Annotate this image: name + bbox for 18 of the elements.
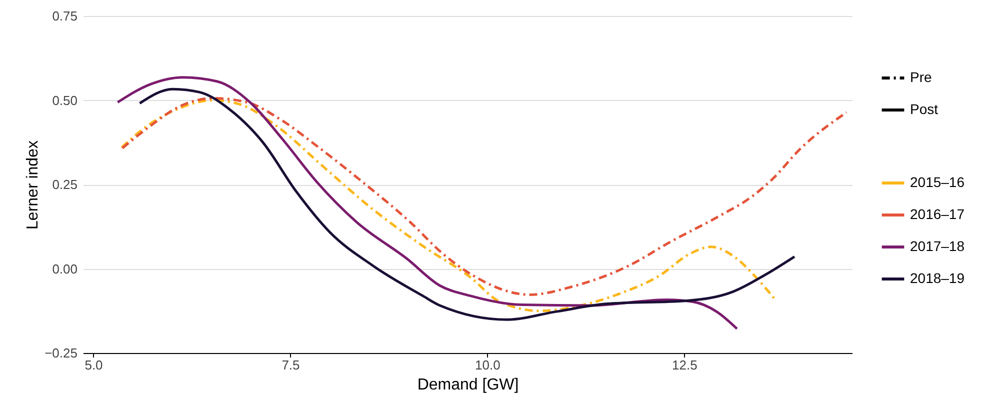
y-axis-title: Lerner index: [24, 140, 42, 230]
x-tick-label: 5.0: [84, 358, 103, 372]
y-tick-label: −0.25: [44, 346, 78, 360]
line-series: [121, 96, 848, 296]
y-tick-label: 0.75: [52, 8, 78, 24]
y-tick-label: 0.25: [52, 177, 78, 192]
legend-label: 2015–16: [910, 174, 965, 190]
text: Pre: [910, 69, 932, 85]
legend-label: 2016–17: [910, 206, 965, 222]
text: Post: [910, 101, 938, 117]
x-tick-label: 10.0: [475, 358, 500, 372]
x-tick-label: 12.5: [672, 358, 698, 372]
legend-label: 2017–18: [910, 238, 965, 254]
x-tick-label: 7.5: [282, 358, 300, 372]
legend-label: 2018–19: [910, 270, 965, 286]
y-tick-label: 0.50: [52, 92, 78, 108]
y-tick-label: 0.00: [52, 261, 78, 276]
x-axis-title: Demand [GW]: [417, 376, 519, 394]
